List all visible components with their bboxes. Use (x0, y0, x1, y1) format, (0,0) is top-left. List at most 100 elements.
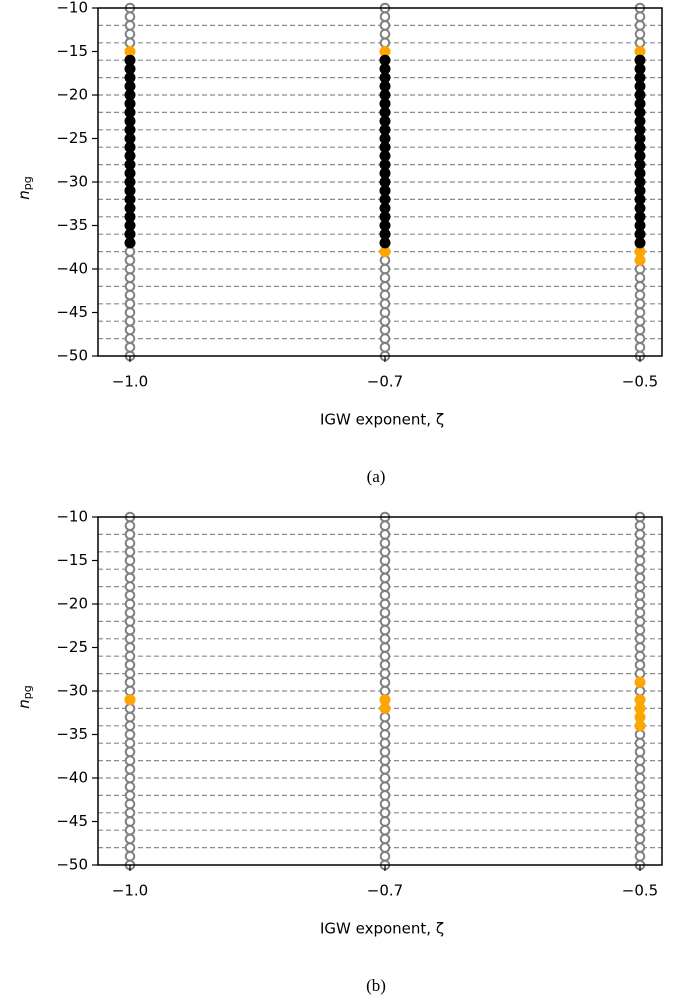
caption: (a) (367, 467, 386, 486)
point (379, 333, 391, 344)
point (634, 106, 646, 118)
y-tick-label: −35 (56, 725, 88, 743)
point (379, 520, 391, 532)
point (634, 624, 646, 636)
point (379, 298, 391, 310)
point (124, 546, 136, 558)
point (379, 833, 391, 845)
point (379, 729, 391, 740)
point (124, 315, 136, 327)
point (634, 572, 646, 584)
point (379, 254, 391, 266)
point (634, 11, 646, 23)
point (379, 228, 391, 240)
point (634, 555, 646, 566)
point (124, 737, 136, 749)
point (634, 650, 646, 662)
y-tick-label: −35 (56, 216, 88, 234)
point (124, 246, 136, 257)
point (634, 281, 646, 292)
x-axis-label: IGW exponent, ζ (320, 411, 444, 429)
y-tick-label: −40 (56, 260, 88, 278)
point (379, 176, 391, 188)
point (379, 685, 391, 697)
point (379, 616, 391, 627)
point (379, 11, 391, 23)
point (124, 659, 136, 671)
point (634, 702, 646, 714)
point (124, 842, 136, 853)
point (634, 694, 646, 706)
point (634, 211, 646, 223)
point (634, 746, 646, 758)
point (124, 63, 136, 75)
point (379, 746, 391, 758)
x-tick-label: −0.7 (367, 882, 403, 900)
point (124, 607, 136, 619)
point (124, 211, 136, 223)
point (379, 772, 391, 784)
point (379, 54, 391, 66)
panel: −10 −15 −20 −25 −30 −35 −40 −45 −50 −1.0 −0.7 −0.5 I… (15, 0, 663, 486)
point (379, 764, 391, 775)
point (124, 807, 136, 819)
point (379, 529, 391, 540)
point (124, 772, 136, 784)
point (634, 833, 646, 845)
point (124, 193, 136, 205)
point (124, 98, 136, 110)
point (634, 737, 646, 749)
point (124, 202, 136, 214)
y-tick-label: −25 (56, 129, 88, 147)
point (124, 677, 136, 688)
point (124, 141, 136, 153)
point (124, 281, 136, 292)
point (124, 694, 136, 706)
point (379, 572, 391, 584)
point (634, 237, 646, 249)
y-axis-symbol: n (15, 190, 33, 200)
point (634, 333, 646, 344)
point (379, 668, 391, 679)
point (379, 790, 391, 801)
point (124, 37, 136, 49)
point (124, 124, 136, 136)
point (124, 133, 136, 144)
point (124, 237, 136, 249)
point (379, 842, 391, 853)
point (634, 150, 646, 162)
point (124, 537, 136, 549)
point (634, 176, 646, 188)
point (124, 167, 136, 179)
y-tick-label: −25 (56, 638, 88, 656)
point (124, 298, 136, 310)
point (379, 659, 391, 671)
point (634, 685, 646, 697)
point (124, 755, 136, 766)
point (124, 764, 136, 775)
point (124, 80, 136, 92)
point (379, 807, 391, 819)
point (634, 520, 646, 532)
point (634, 315, 646, 327)
point (124, 46, 136, 57)
point (634, 720, 646, 732)
y-axis-label: npg (15, 176, 35, 199)
point (379, 106, 391, 118)
point (124, 650, 136, 662)
point (379, 220, 391, 231)
point (379, 193, 391, 205)
point (379, 124, 391, 136)
point (124, 790, 136, 801)
point (379, 851, 391, 862)
point (124, 11, 136, 23)
point (124, 729, 136, 740)
point (379, 642, 391, 653)
point (379, 28, 391, 40)
point (634, 141, 646, 153)
point (379, 650, 391, 662)
point (124, 746, 136, 758)
point (124, 642, 136, 653)
point (634, 633, 646, 645)
point (379, 798, 391, 810)
